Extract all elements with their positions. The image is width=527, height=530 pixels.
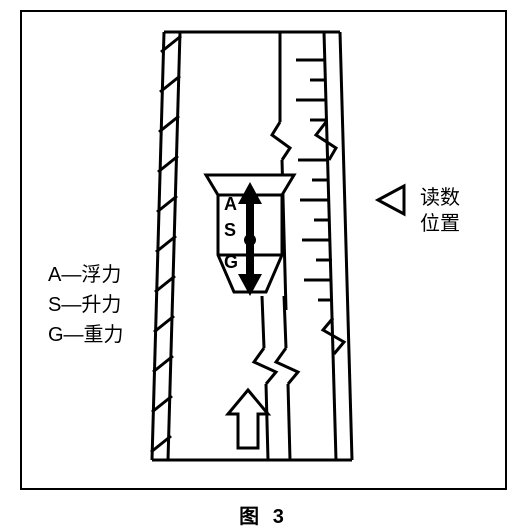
figure-caption: 图 3 bbox=[0, 500, 527, 529]
force-label-s: S bbox=[224, 220, 236, 241]
flowmeter-diagram bbox=[0, 0, 527, 500]
scale-marks bbox=[296, 60, 333, 300]
force-label-g: G bbox=[224, 252, 238, 273]
legend: A—浮力 S—升力 G—重力 bbox=[48, 260, 124, 350]
inlet-arrow-icon bbox=[228, 390, 268, 448]
reading-line2: 位置 bbox=[420, 211, 460, 237]
legend-line-s: S—升力 bbox=[48, 290, 124, 320]
reading-line1: 读数 bbox=[420, 185, 460, 211]
force-label-a: A bbox=[224, 194, 237, 215]
legend-line-g: G—重力 bbox=[48, 320, 124, 350]
hatch-lines bbox=[151, 36, 181, 452]
diagram-container: A S G A—浮力 S—升力 G—重力 读数 位置 图 3 bbox=[0, 0, 527, 530]
legend-line-a: A—浮力 bbox=[48, 260, 124, 290]
reading-pointer-icon bbox=[378, 186, 404, 214]
reading-position-label: 读数 位置 bbox=[420, 185, 460, 237]
